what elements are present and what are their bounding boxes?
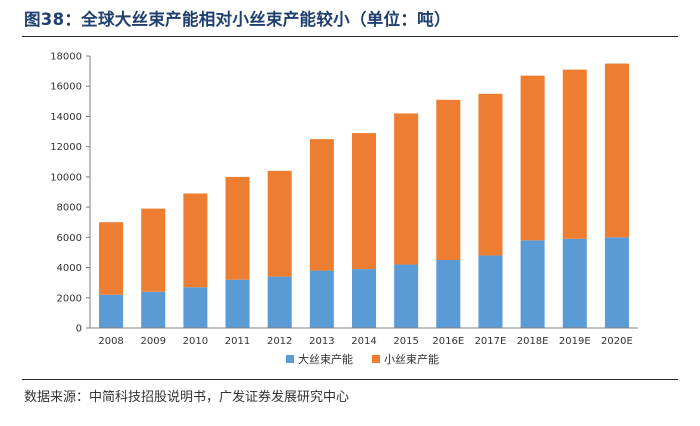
bar-small-tow-2011 xyxy=(225,176,250,280)
y-axis: 0 2000 4000 6000 8000 10000 12000 14000 16000 180… xyxy=(50,52,91,335)
bar-large-tow-2020E xyxy=(604,237,629,328)
x-tick-label: 2020E xyxy=(601,336,633,347)
x-tick-label: 2018E xyxy=(517,336,549,347)
legend-swatch-large-tow xyxy=(286,355,294,363)
bar-large-tow-2013 xyxy=(309,270,334,328)
y-tick-label: 18000 xyxy=(50,52,82,63)
x-tick-label: 2012 xyxy=(267,336,292,347)
bar-large-tow-2016E xyxy=(436,260,461,328)
x-axis: 2008 2009 2010 2011 2012 2013 2014 2015 2016E 201… xyxy=(90,327,638,347)
bar-large-tow-2008 xyxy=(99,294,124,328)
y-tick-label: 2000 xyxy=(57,293,82,304)
bar-small-tow-2010 xyxy=(183,193,208,288)
figure-title: 图38：全球大丝束产能相对小丝束产能较小（单位：吨） xyxy=(24,10,451,29)
x-tick-label: 2015 xyxy=(393,336,418,347)
legend: 大丝束产能 小丝束产能 xyxy=(286,352,439,366)
bar-small-tow-2013 xyxy=(309,139,334,271)
x-tick-label: 2014 xyxy=(351,336,376,347)
bar-small-tow-2015 xyxy=(394,113,419,265)
bar-small-tow-2019E xyxy=(562,69,587,239)
bar-small-tow-2016E xyxy=(436,99,461,260)
bar-small-tow-2014 xyxy=(351,133,377,270)
legend-label-large-tow: 大丝束产能 xyxy=(298,352,353,366)
bar-small-tow-2018E xyxy=(520,75,545,241)
y-tick-label: 8000 xyxy=(57,203,82,214)
y-tick-label: 10000 xyxy=(50,172,82,183)
bar-large-tow-2017E xyxy=(478,255,503,328)
x-tick-label: 2019E xyxy=(559,336,591,347)
bar-small-tow-2009 xyxy=(141,208,166,292)
y-tick-label: 6000 xyxy=(57,233,82,244)
source-note: 数据来源：中简科技招股说明书，广发证券发展研究中心 xyxy=(24,390,350,405)
y-tick-label: 0 xyxy=(76,324,82,335)
y-tick-label: 12000 xyxy=(50,142,82,153)
y-tick-label: 4000 xyxy=(57,263,82,274)
top-rule xyxy=(22,36,678,37)
bar-large-tow-2015 xyxy=(394,264,419,328)
x-tick-label: 2009 xyxy=(141,336,166,347)
x-tick-label: 2010 xyxy=(183,336,208,347)
bar-large-tow-2019E xyxy=(562,238,587,328)
y-tick-label: 14000 xyxy=(50,112,82,123)
bar-small-tow-2008 xyxy=(99,222,124,295)
bottom-rule xyxy=(22,379,678,380)
x-tick-label: 2011 xyxy=(225,336,250,347)
bar-large-tow-2011 xyxy=(225,279,250,328)
y-tick-label: 16000 xyxy=(50,82,82,93)
bar-small-tow-2012 xyxy=(267,170,292,277)
bar-small-tow-2020E xyxy=(604,63,629,238)
x-tick-label: 2008 xyxy=(98,336,123,347)
x-tick-label: 2013 xyxy=(309,336,334,347)
bar-large-tow-2014 xyxy=(351,269,377,328)
x-tick-label: 2016E xyxy=(432,336,464,347)
legend-label-small-tow: 小丝束产能 xyxy=(384,352,439,366)
bar-large-tow-2009 xyxy=(141,291,166,328)
bar-large-tow-2012 xyxy=(267,276,292,328)
bars-group xyxy=(99,63,629,328)
bar-large-tow-2018E xyxy=(520,240,545,328)
bar-small-tow-2017E xyxy=(478,93,503,256)
bar-large-tow-2010 xyxy=(183,287,208,328)
legend-swatch-small-tow xyxy=(372,355,380,363)
x-tick-label: 2017E xyxy=(475,336,507,347)
